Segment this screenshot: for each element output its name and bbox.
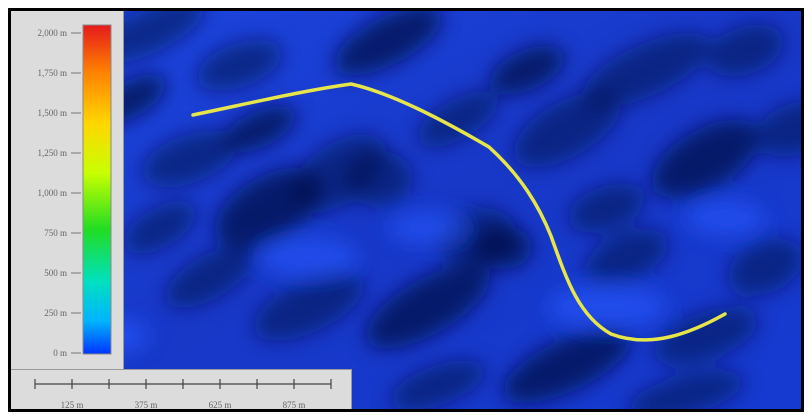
terrain-highlight — [259, 237, 359, 277]
map-viewport[interactable]: 2,000 m 1,750 m 1,500 m 1,250 m 1,000 m 750 m… — [8, 8, 804, 412]
terrain-shadow — [390, 360, 485, 409]
legend-tick-label: 2,000 m — [37, 28, 67, 38]
legend-tick-label: 1,750 m — [37, 68, 67, 78]
terrain-shadow — [707, 24, 784, 77]
elevation-legend: 2,000 m 1,750 m 1,500 m 1,250 m 1,000 m 750 m… — [11, 11, 124, 370]
scale-label: 875 m — [282, 400, 306, 410]
scale-label: 125 m — [60, 400, 84, 410]
terrain-highlight — [546, 284, 667, 329]
scale-bar: 125 m 375 m 625 m 875 m — [11, 369, 352, 410]
terrain-shadow — [502, 328, 631, 403]
terrain-shadow — [756, 101, 801, 157]
terrain-shadow — [196, 39, 282, 91]
legend-tick-label: 0 m — [53, 348, 67, 358]
terrain-shadow — [334, 11, 442, 76]
scale-label: 375 m — [134, 400, 158, 410]
terrain-shadow — [343, 150, 413, 207]
legend-color-bar — [82, 24, 112, 355]
terrain-highlight — [685, 200, 766, 236]
legend-tick-label: 1,000 m — [37, 188, 67, 198]
legend-tick-label: 750 m — [44, 228, 67, 238]
terrain-shadow — [124, 201, 196, 254]
terrain-highlight — [388, 211, 468, 244]
scale-label: 625 m — [208, 400, 232, 410]
legend-tick-label: 500 m — [44, 268, 67, 278]
terrain-shadow — [628, 370, 744, 409]
legend-tick-label: 1,500 m — [37, 108, 67, 118]
legend-tick-label: 1,250 m — [37, 148, 67, 158]
terrain-shadow — [727, 238, 801, 296]
terrain-shadow — [472, 225, 533, 270]
terrain-heatmap — [11, 11, 801, 409]
legend-tick-label: 250 m — [44, 308, 67, 318]
